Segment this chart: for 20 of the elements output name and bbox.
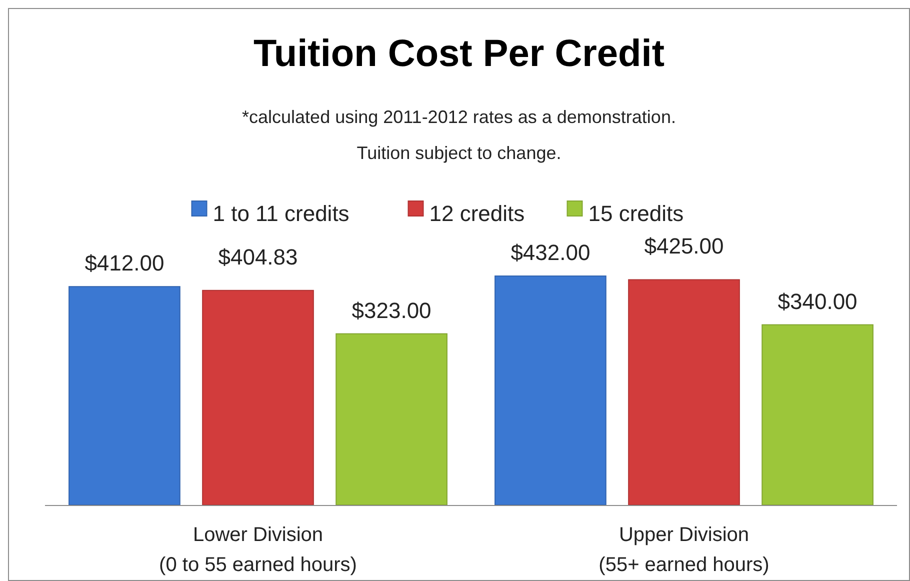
x-tick-label: Upper Division (55+ earned hours)	[598, 524, 770, 576]
chart-subtitle: *calculated using 2011-2012 rates as a demonstration.	[242, 107, 676, 127]
bar	[628, 279, 740, 506]
bar	[68, 286, 180, 506]
legend-label: 12 credits	[429, 200, 525, 226]
text: Tuition subject to change.	[356, 143, 562, 163]
bar	[494, 276, 606, 506]
data-label: $432.00	[510, 240, 590, 265]
data-label: $340.00	[778, 288, 858, 314]
bar	[202, 290, 314, 506]
data-label: $404.83	[218, 244, 298, 270]
legend-label: 15 credits	[588, 200, 684, 226]
x-tick-label: Lower Division (0 to 55 earned hours)	[159, 524, 357, 576]
legend-label: 1 to 11 credits	[212, 200, 350, 226]
bar	[336, 333, 448, 506]
data-label: $412.00	[84, 250, 164, 276]
chart-title: Tuition Cost Per Credit	[254, 33, 665, 75]
data-label: $425.00	[644, 234, 724, 259]
bar	[762, 324, 874, 506]
data-label: $323.00	[352, 298, 432, 323]
